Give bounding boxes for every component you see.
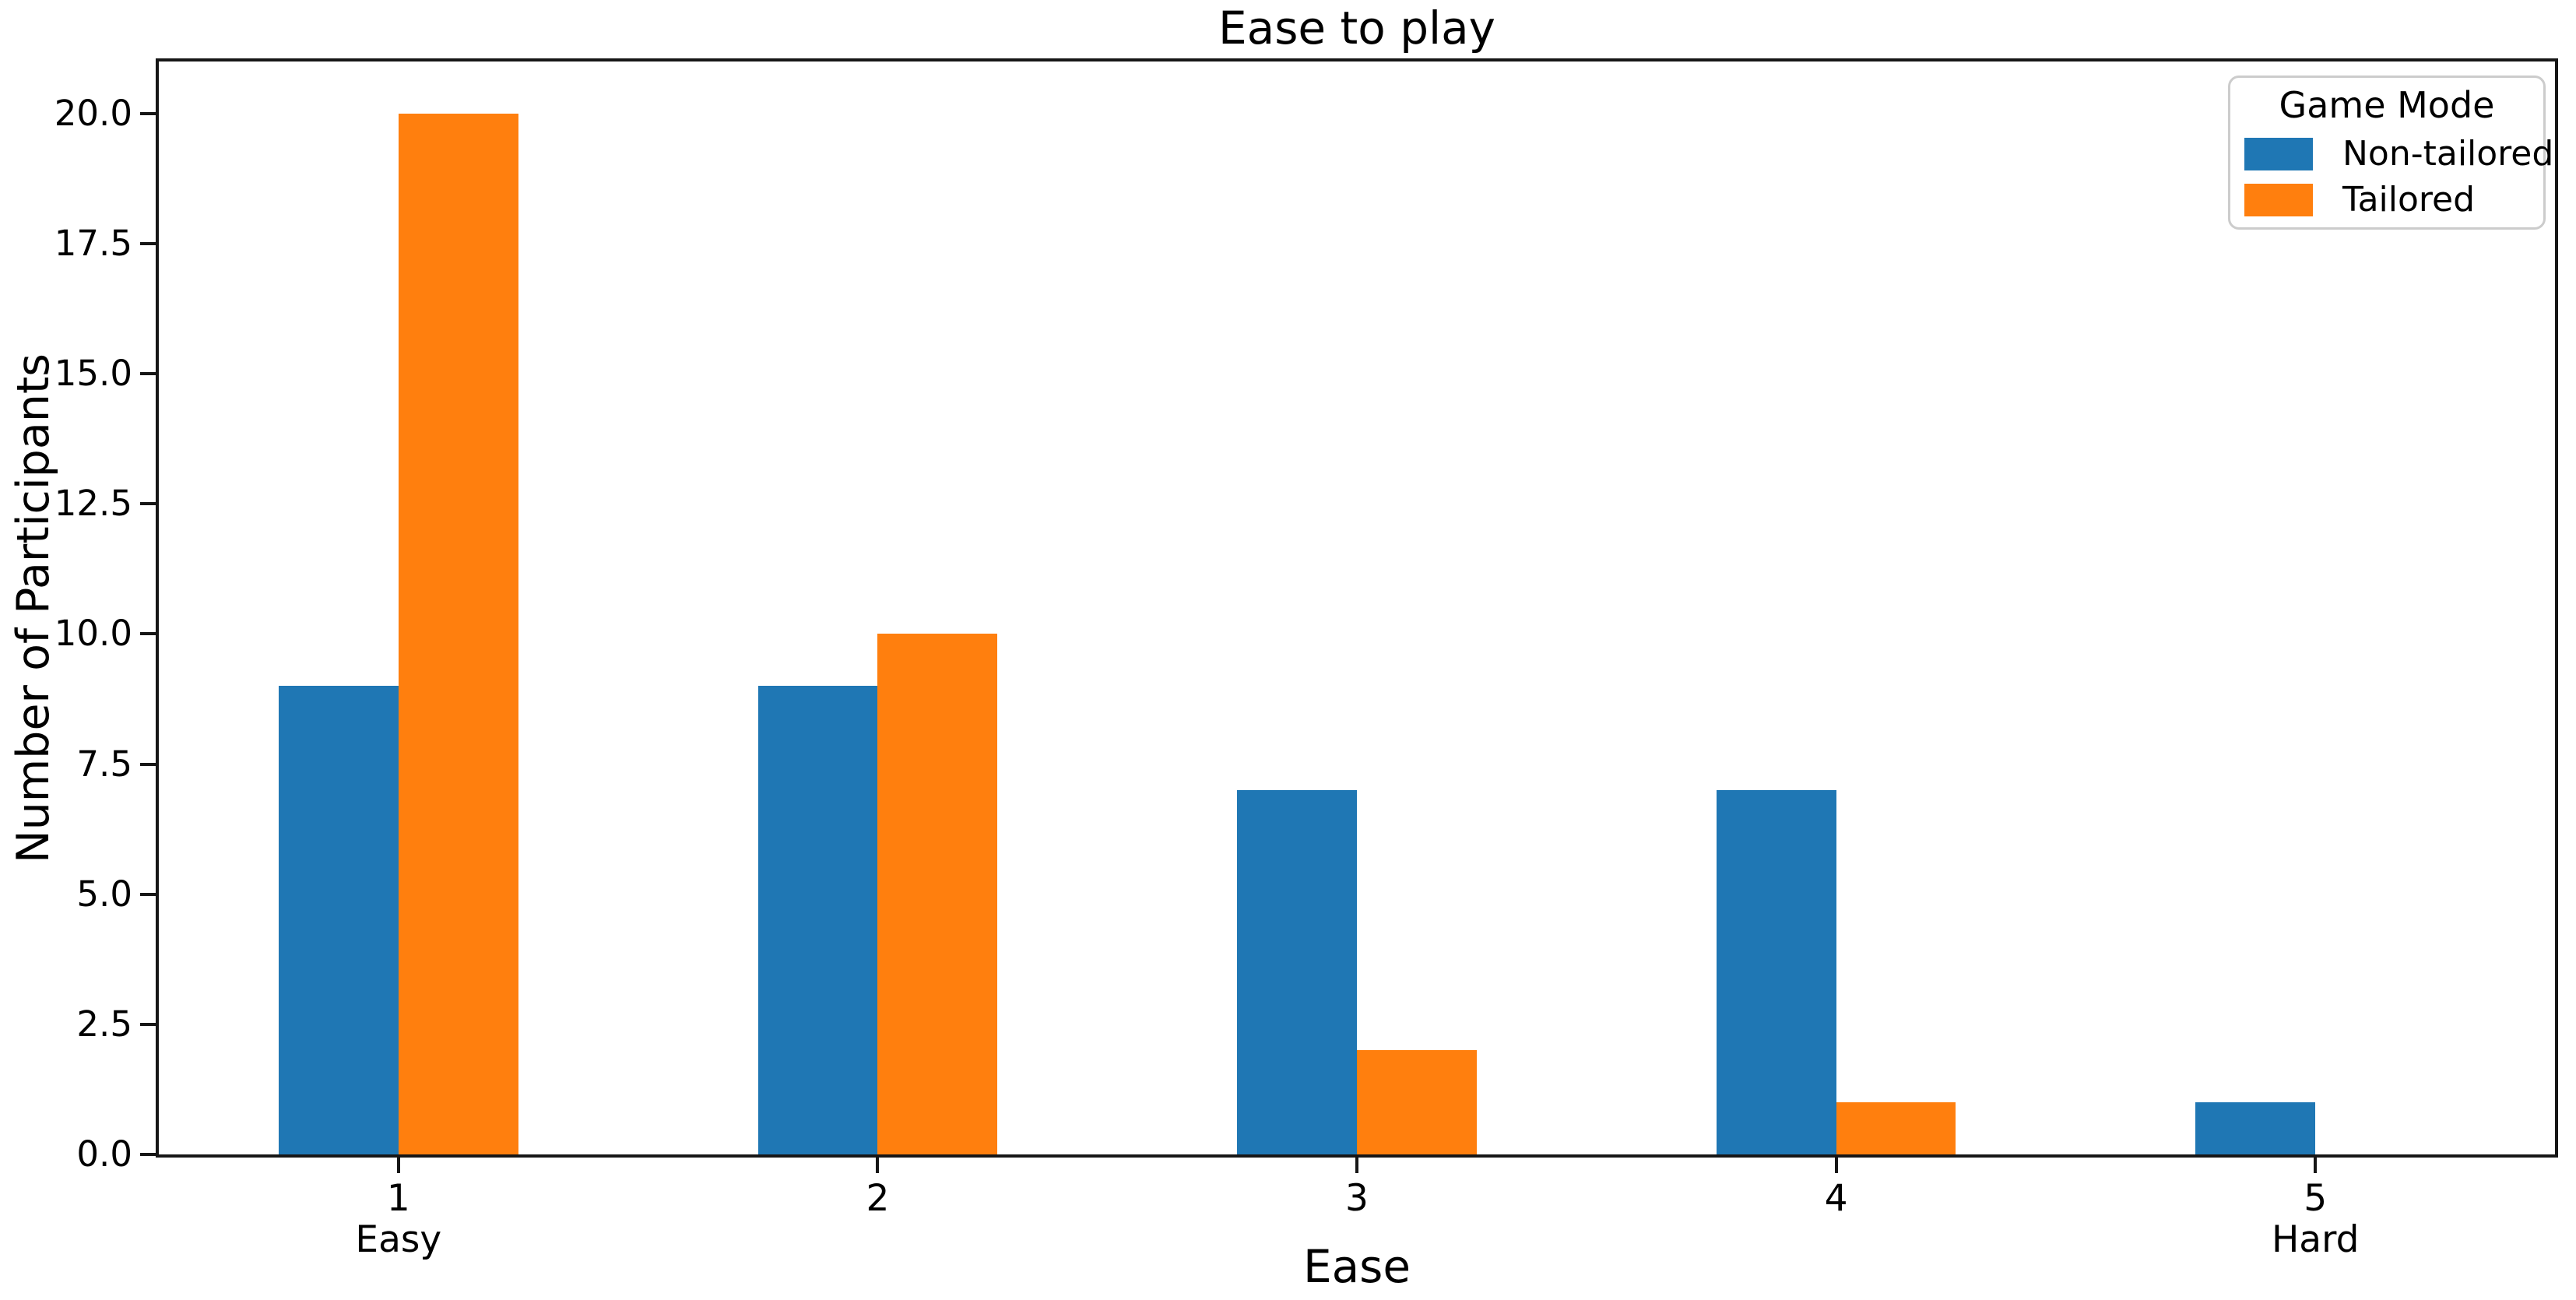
y-tick-mark: [140, 372, 156, 376]
x-tick-mark: [396, 1158, 400, 1173]
x-tick-sublabel: Hard: [2271, 1218, 2360, 1261]
bar-non-tailored-1: [278, 686, 399, 1154]
x-tick-number: 2: [866, 1177, 890, 1220]
y-tick-label: 17.5: [54, 223, 132, 264]
y-tick-label: 10.0: [54, 613, 132, 655]
x-tick-number: 4: [1824, 1177, 1848, 1220]
legend-swatch-icon: [2244, 138, 2313, 170]
y-tick-mark: [140, 502, 156, 506]
x-tick-label: 4: [1825, 1178, 1848, 1219]
legend-label: Non-tailored: [2342, 134, 2554, 174]
y-axis-label: Number of Participants: [8, 353, 59, 863]
chart-title: Ease to play: [1218, 2, 1495, 54]
bar-tailored-4: [1836, 1102, 1956, 1154]
y-tick-mark: [140, 1153, 156, 1156]
y-tick-label: 7.5: [76, 743, 132, 785]
x-axis-label: Ease: [1302, 1240, 1411, 1293]
bar-tailored-1: [398, 113, 518, 1154]
bar-non-tailored-2: [757, 686, 878, 1154]
legend-items: Non-tailored Tailored: [2230, 136, 2553, 218]
x-tick-number: 1: [386, 1177, 410, 1220]
bar-tailored-2: [877, 634, 998, 1154]
y-tick-mark: [140, 762, 156, 766]
y-tick-mark: [140, 111, 156, 115]
legend-label: Tailored: [2342, 180, 2476, 220]
legend-swatch-icon: [2244, 184, 2313, 216]
x-tick-mark: [2314, 1158, 2318, 1173]
plot-area: 0.0 2.5 5.0 7.5 10.0 12.5 15.0 17.5 20.0 1 Easy 2 3 4…: [54, 58, 2558, 1260]
y-tick-mark: [140, 1022, 156, 1026]
x-tick-mark: [1355, 1158, 1358, 1173]
legend: Game Mode Non-tailored Tailored: [2228, 76, 2553, 230]
y-tick-label: 0.0: [76, 1133, 132, 1175]
y-tick-mark: [140, 242, 156, 245]
y-tick-label: 2.5: [76, 1003, 132, 1045]
y-tick-mark: [140, 632, 156, 636]
legend-item-tailored: Tailored: [2244, 182, 2543, 218]
x-tick-sublabel: Easy: [355, 1218, 442, 1261]
y-tick-mark: [140, 892, 156, 896]
x-tick-label: 1 Easy: [355, 1178, 441, 1260]
x-tick-label: 5 Hard: [2272, 1178, 2359, 1260]
bar-non-tailored-3: [1237, 790, 1357, 1154]
x-tick-mark: [876, 1158, 880, 1173]
y-tick-label: 5.0: [76, 873, 132, 915]
y-tick-label: 20.0: [54, 92, 132, 134]
y-tick-label: 12.5: [54, 483, 132, 525]
bar-non-tailored-4: [1716, 790, 1836, 1154]
legend-title: Game Mode: [2279, 84, 2495, 126]
bar-non-tailored-5: [2195, 1102, 2316, 1154]
x-tick-label: 3: [1345, 1178, 1369, 1219]
x-tick-label: 2: [866, 1178, 889, 1219]
x-tick-number: 3: [1345, 1177, 1369, 1220]
legend-item-non-tailored: Non-tailored: [2244, 136, 2553, 172]
x-tick-mark: [1834, 1158, 1838, 1173]
x-tick-number: 5: [2304, 1177, 2328, 1220]
bar-tailored-3: [1357, 1050, 1477, 1154]
y-tick-label: 15.0: [54, 353, 132, 395]
